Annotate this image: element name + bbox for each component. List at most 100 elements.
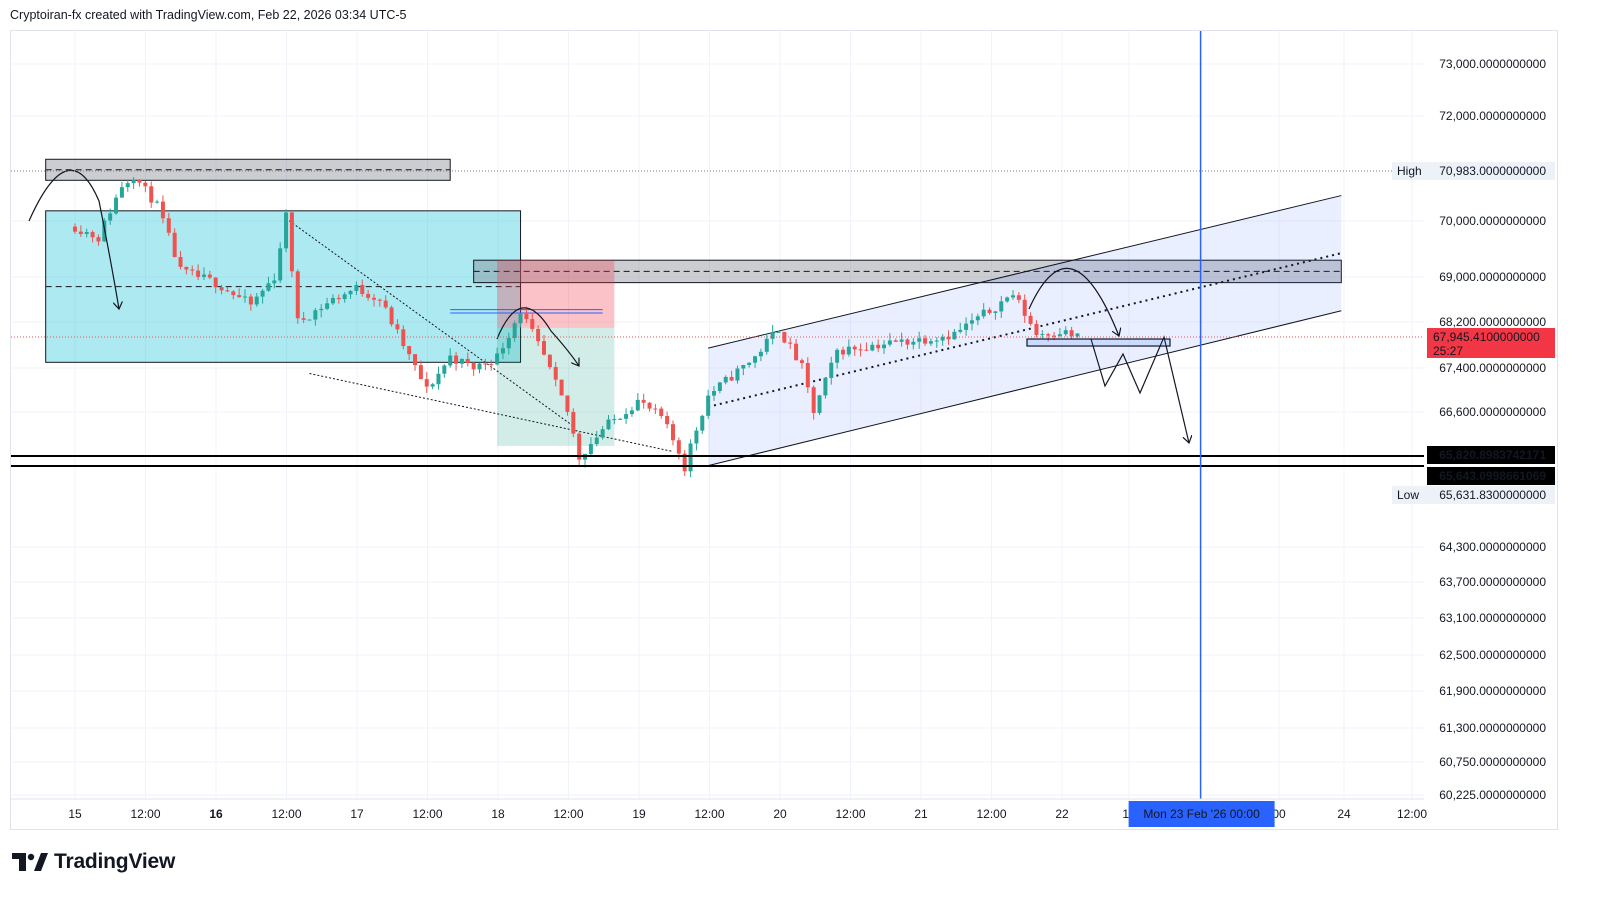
candle[interactable]	[360, 285, 365, 294]
candle[interactable]	[401, 329, 406, 347]
candle[interactable]	[876, 344, 881, 349]
candle[interactable]	[1040, 334, 1045, 336]
candle[interactable]	[108, 213, 113, 221]
candle[interactable]	[313, 310, 318, 320]
candle[interactable]	[307, 319, 312, 321]
chart-canvas[interactable]: 73,000.0000000000 72,000.0000000000 70,000…	[11, 31, 1557, 829]
candle[interactable]	[1034, 323, 1039, 335]
candle[interactable]	[73, 226, 77, 232]
candle[interactable]	[905, 339, 910, 345]
candle[interactable]	[1063, 330, 1068, 335]
candle[interactable]	[542, 341, 546, 355]
candle[interactable]	[565, 395, 570, 412]
candle[interactable]	[712, 390, 717, 396]
candle[interactable]	[946, 336, 951, 340]
candle[interactable]	[84, 232, 89, 234]
candle[interactable]	[213, 277, 218, 288]
candle[interactable]	[782, 331, 787, 343]
candle[interactable]	[418, 365, 423, 380]
candle[interactable]	[430, 384, 435, 387]
candle[interactable]	[219, 287, 224, 291]
candle[interactable]	[143, 182, 148, 187]
candle[interactable]	[923, 338, 928, 344]
candle[interactable]	[870, 344, 875, 351]
candle[interactable]	[1011, 295, 1015, 298]
candle[interactable]	[436, 373, 441, 385]
candle[interactable]	[319, 308, 324, 311]
candle[interactable]	[735, 368, 740, 381]
candle[interactable]	[489, 363, 494, 365]
candle[interactable]	[377, 299, 382, 301]
candle[interactable]	[459, 358, 464, 364]
candle[interactable]	[606, 419, 611, 430]
candle[interactable]	[483, 363, 488, 365]
candle[interactable]	[823, 377, 828, 396]
candle[interactable]	[383, 300, 388, 308]
candle[interactable]	[348, 290, 353, 295]
candle[interactable]	[125, 183, 130, 188]
candle[interactable]	[670, 424, 675, 441]
candle[interactable]	[530, 319, 535, 329]
zone-rectangle-green[interactable]	[497, 327, 615, 446]
candle[interactable]	[635, 399, 640, 411]
candle[interactable]	[665, 416, 670, 425]
candle[interactable]	[395, 324, 400, 330]
candle[interactable]	[500, 348, 505, 354]
candle[interactable]	[413, 354, 418, 366]
candle[interactable]	[366, 293, 371, 298]
candle[interactable]	[536, 328, 541, 342]
tradingview-logo[interactable]: TradingView	[12, 850, 175, 874]
candle[interactable]	[729, 376, 734, 381]
candle[interactable]	[1057, 334, 1062, 336]
zone-rectangle-red[interactable]	[497, 260, 615, 328]
wedge-upper-line[interactable]	[285, 218, 574, 427]
candle[interactable]	[295, 271, 300, 319]
candle[interactable]	[1016, 295, 1021, 300]
candle[interactable]	[641, 399, 646, 403]
candle[interactable]	[747, 362, 752, 366]
candle[interactable]	[723, 376, 728, 383]
candle[interactable]	[160, 201, 165, 219]
candle[interactable]	[131, 179, 136, 184]
curved-arrow-1[interactable]	[28, 169, 119, 309]
candle[interactable]	[172, 232, 177, 258]
candle[interactable]	[547, 354, 552, 368]
candle[interactable]	[647, 402, 652, 409]
candle[interactable]	[835, 349, 840, 363]
candle[interactable]	[1069, 330, 1074, 337]
candle[interactable]	[512, 323, 517, 339]
candle[interactable]	[770, 332, 775, 339]
candle[interactable]	[899, 339, 904, 342]
candle[interactable]	[454, 355, 459, 364]
candle[interactable]	[981, 309, 986, 317]
candle[interactable]	[676, 440, 681, 454]
candle[interactable]	[231, 291, 236, 296]
candle[interactable]	[330, 297, 335, 304]
candle[interactable]	[987, 309, 992, 313]
candle[interactable]	[137, 179, 142, 183]
candle[interactable]	[342, 294, 347, 300]
candle[interactable]	[612, 419, 617, 421]
candle[interactable]	[594, 437, 599, 445]
candle[interactable]	[741, 365, 746, 369]
candle[interactable]	[969, 320, 974, 324]
candle[interactable]	[571, 411, 576, 434]
candle[interactable]	[495, 353, 500, 365]
candle[interactable]	[964, 323, 969, 330]
candle[interactable]	[999, 301, 1004, 312]
candle[interactable]	[155, 201, 160, 203]
candle[interactable]	[753, 356, 758, 363]
candle[interactable]	[706, 395, 711, 416]
projection-path[interactable]	[1090, 335, 1189, 443]
candle[interactable]	[114, 197, 119, 214]
chart-pane[interactable]: 73,000.0000000000 72,000.0000000000 70,000…	[10, 30, 1558, 830]
curved-arrow-2[interactable]	[496, 307, 579, 366]
candle[interactable]	[201, 274, 206, 277]
candle[interactable]	[301, 318, 306, 320]
curved-arrow-3[interactable]	[1028, 267, 1119, 336]
candle[interactable]	[166, 218, 171, 233]
candle[interactable]	[799, 360, 804, 364]
candle[interactable]	[477, 363, 482, 370]
candle[interactable]	[336, 297, 341, 300]
candle[interactable]	[424, 379, 429, 387]
